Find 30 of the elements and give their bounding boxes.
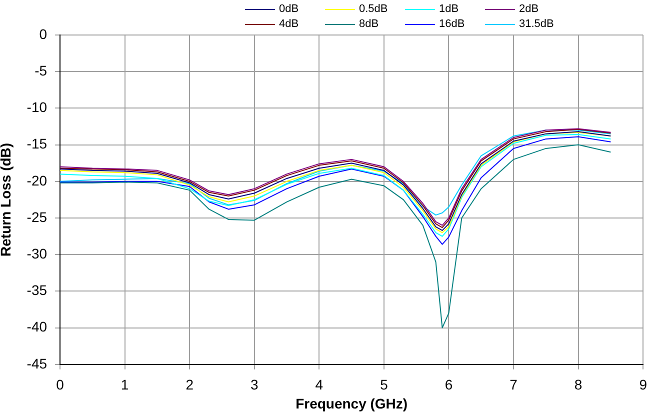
x-tick-label: 5 (380, 376, 388, 393)
x-tick-label: 7 (510, 376, 518, 393)
legend-label: 2dB (519, 3, 539, 15)
y-tick-label: -20 (26, 172, 48, 188)
x-tick-label: 8 (574, 376, 582, 393)
x-tick-label: 0 (56, 376, 64, 393)
x-axis-title: Frequency (GHz) (296, 395, 408, 412)
legend-label: 0dB (279, 3, 299, 15)
x-tick-label: 2 (186, 376, 194, 393)
legend-label: 4dB (279, 18, 299, 30)
x-tick-label: 6 (444, 376, 453, 393)
x-tick-label: 4 (315, 376, 324, 393)
y-tick-label: -30 (26, 245, 48, 262)
x-tick-label: 3 (250, 376, 258, 393)
y-tick-label: -5 (34, 62, 48, 78)
y-tick-label: -25 (26, 208, 48, 225)
y-tick-label: -40 (26, 318, 48, 335)
y-tick-label: -35 (26, 282, 48, 298)
legend-label: 16dB (439, 18, 465, 30)
y-axis-title: Return Loss (dB) (0, 142, 14, 256)
y-tick-label: -45 (26, 355, 48, 372)
legend-label: 8dB (359, 18, 379, 30)
legend-label: 1dB (439, 3, 459, 15)
x-tick-label: 1 (120, 376, 129, 393)
y-tick-label: -10 (26, 99, 48, 116)
legend-label: 0.5dB (359, 3, 388, 15)
y-tick-label: -15 (26, 136, 48, 152)
legend-label: 31.5dB (519, 18, 554, 30)
x-tick-label: 9 (639, 376, 648, 393)
y-tick-label: 0 (39, 26, 48, 42)
